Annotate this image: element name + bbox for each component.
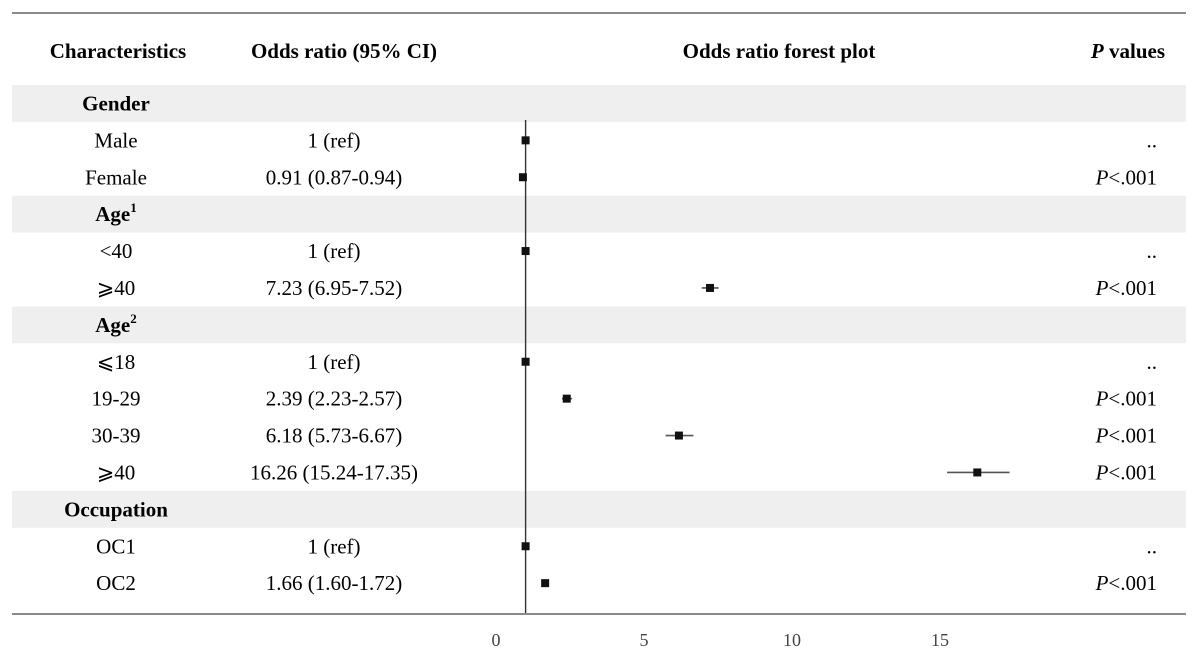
header-forest-plot: Odds ratio forest plot [683, 39, 876, 63]
p-value-rest: <.001 [1108, 276, 1157, 300]
or-marker [562, 394, 571, 403]
header-p-values: P values [1090, 39, 1165, 63]
or-marker [674, 431, 683, 440]
x-axis: 0 5 10 15 [492, 630, 950, 650]
group-label: Age2 [95, 311, 137, 337]
or-marker [521, 357, 530, 366]
group-label-text: Age [95, 202, 130, 226]
p-value-rest: .. [1147, 350, 1158, 374]
p-value-text: P<.001 [1095, 276, 1157, 300]
odds-ratio-text: 0.91 (0.87-0.94) [266, 165, 402, 189]
or-marker [706, 283, 715, 292]
x-tick-label: 15 [931, 630, 949, 650]
odds-ratio-text: 1 (ref) [307, 534, 360, 558]
group-label-superscript: 2 [130, 311, 137, 326]
or-marker [541, 579, 550, 588]
p-value-rest: <.001 [1108, 165, 1157, 189]
p-value-rest: .. [1147, 128, 1158, 152]
header-p-italic: P [1090, 39, 1104, 63]
p-value-rest: .. [1147, 534, 1158, 558]
odds-ratio-text: 2.39 (2.23-2.57) [266, 387, 402, 411]
odds-ratio-text: 1 (ref) [307, 239, 360, 263]
p-value-italic: P [1095, 165, 1109, 189]
or-marker [521, 247, 530, 256]
row-label: 19-29 [92, 387, 141, 411]
or-marker [521, 136, 530, 145]
p-value-rest: <.001 [1108, 571, 1157, 595]
plot-area [518, 136, 1010, 588]
p-value-italic: P [1095, 276, 1109, 300]
group-label-text: Occupation [64, 497, 168, 521]
or-marker [518, 173, 527, 182]
x-tick-label: 5 [640, 630, 649, 650]
p-value-text: .. [1147, 350, 1158, 374]
x-tick-label: 0 [492, 630, 501, 650]
p-value-rest: .. [1147, 239, 1158, 263]
group-bands [12, 85, 1186, 614]
p-value-italic: P [1095, 424, 1109, 448]
group-band [12, 85, 1186, 122]
p-value-text: P<.001 [1095, 460, 1157, 484]
p-value-rest: <.001 [1108, 460, 1157, 484]
group-band [12, 195, 1186, 233]
row-label: OC1 [96, 534, 136, 558]
group-band [12, 306, 1186, 344]
p-value-rest: <.001 [1108, 424, 1157, 448]
p-value-italic: P [1095, 571, 1109, 595]
p-value-text: P<.001 [1095, 571, 1157, 595]
group-label-superscript: 1 [130, 200, 137, 215]
row-label: ⩾40 [97, 276, 136, 300]
row-label: 30-39 [92, 424, 141, 448]
p-value-italic: P [1095, 387, 1109, 411]
or-marker [521, 542, 530, 551]
p-value-text: P<.001 [1095, 424, 1157, 448]
header-p-rest: values [1104, 39, 1165, 63]
row-label: OC2 [96, 571, 136, 595]
header-odds-ratio: Odds ratio (95% CI) [251, 39, 437, 63]
p-value-text: .. [1147, 534, 1158, 558]
table-rows: Gender Male 1 (ref) .. Female 0.91 (0.87-0.94… [64, 91, 1157, 595]
or-marker [973, 468, 982, 477]
p-value-text: P<.001 [1095, 165, 1157, 189]
odds-ratio-text: 16.26 (15.24-17.35) [250, 460, 418, 484]
x-tick-label: 10 [783, 630, 801, 650]
p-value-italic: P [1095, 460, 1109, 484]
row-label: Female [85, 165, 147, 189]
odds-ratio-text: 1 (ref) [307, 350, 360, 374]
row-label: <40 [100, 239, 133, 263]
p-value-text: .. [1147, 128, 1158, 152]
odds-ratio-text: 1.66 (1.60-1.72) [266, 571, 402, 595]
odds-ratio-text: 6.18 (5.73-6.67) [266, 424, 402, 448]
group-label-text: Age [95, 313, 130, 337]
p-value-text: P<.001 [1095, 387, 1157, 411]
group-label-text: Gender [82, 91, 150, 115]
row-label: Male [94, 128, 137, 152]
group-label: Occupation [64, 497, 168, 521]
odds-ratio-text: 7.23 (6.95-7.52) [266, 276, 402, 300]
group-band [12, 490, 1186, 528]
row-label: ⩾40 [97, 460, 136, 484]
row-label: ⩽18 [97, 350, 136, 374]
group-label: Age1 [95, 200, 137, 226]
p-value-rest: <.001 [1108, 387, 1157, 411]
odds-ratio-text: 1 (ref) [307, 128, 360, 152]
header-characteristics: Characteristics [50, 39, 186, 63]
group-label: Gender [82, 91, 150, 115]
p-value-text: .. [1147, 239, 1158, 263]
